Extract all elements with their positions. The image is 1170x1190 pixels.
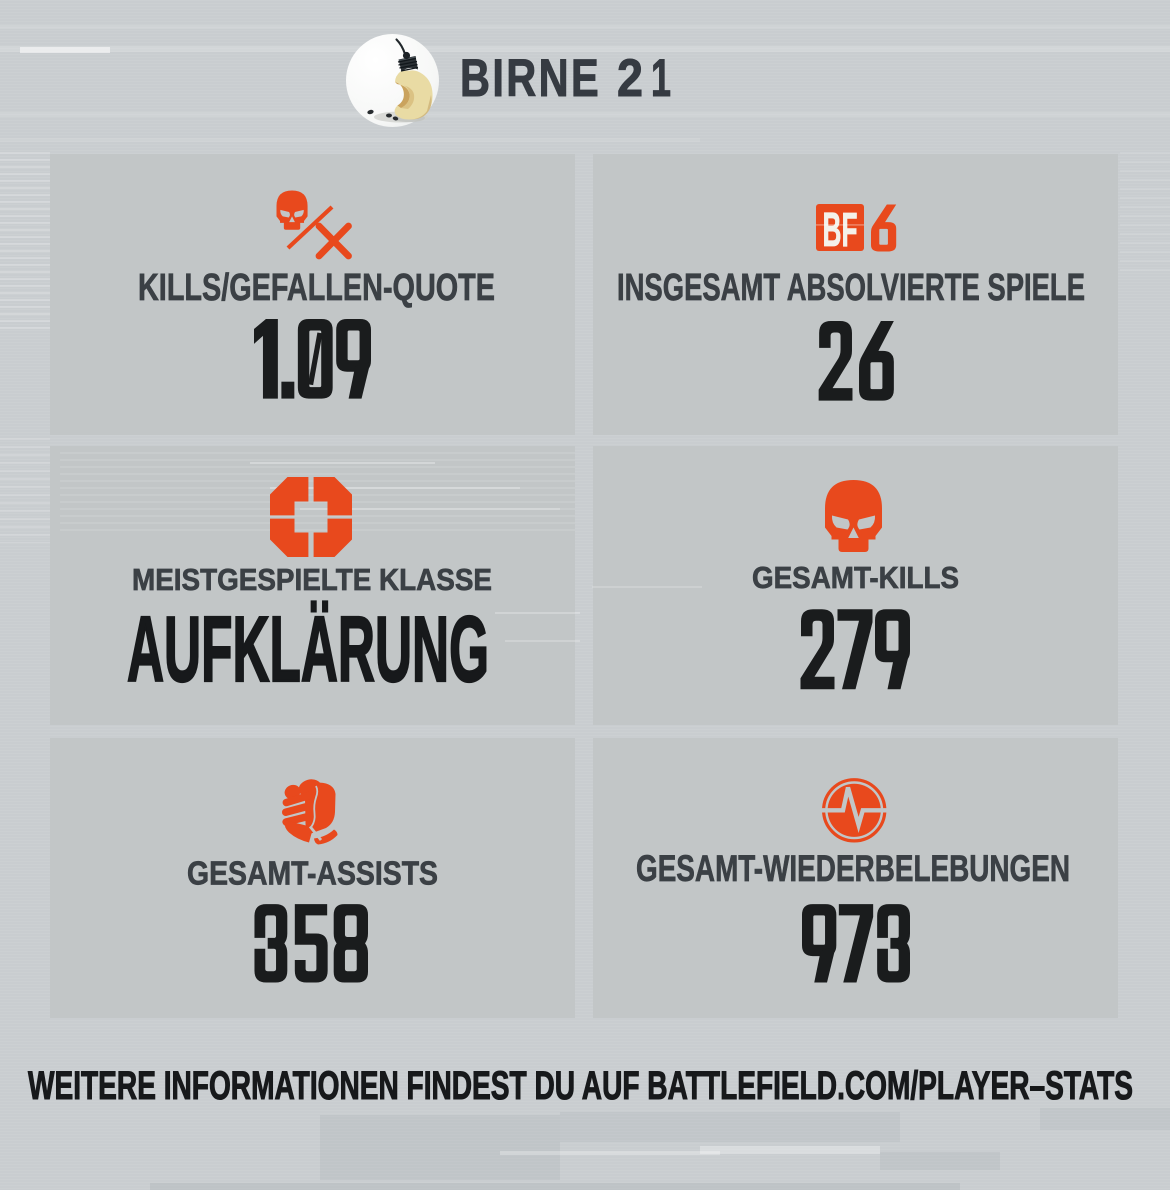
svg-text:MEISTGESPIELTE KLASSE: MEISTGESPIELTE KLASSE: [132, 564, 492, 597]
svg-text:KILLS/GEFALLEN-QUOTE: KILLS/GEFALLEN-QUOTE: [138, 266, 495, 309]
svg-text:BF: BF: [823, 204, 858, 252]
svg-text:1: 1: [651, 49, 671, 108]
svg-text:GESAMT-WIEDERBELEBUNGEN: GESAMT-WIEDERBELEBUNGEN: [636, 850, 1070, 889]
svg-text:2: 2: [617, 49, 643, 108]
svg-text:WEITERE INFORMATIONEN FINDEST: WEITERE INFORMATIONEN FINDEST DU AUF BAT…: [28, 1064, 1133, 1108]
svg-text:AUFKLÄRUNG: AUFKLÄRUNG: [127, 597, 489, 692]
svg-text:GESAMT-KILLS: GESAMT-KILLS: [752, 560, 959, 595]
svg-text:GESAMT-ASSISTS: GESAMT-ASSISTS: [187, 855, 438, 892]
svg-text:INSGESAMT ABSOLVIERTE SPIELE: INSGESAMT ABSOLVIERTE SPIELE: [617, 266, 1085, 309]
svg-text:BIRNE: BIRNE: [460, 49, 601, 108]
